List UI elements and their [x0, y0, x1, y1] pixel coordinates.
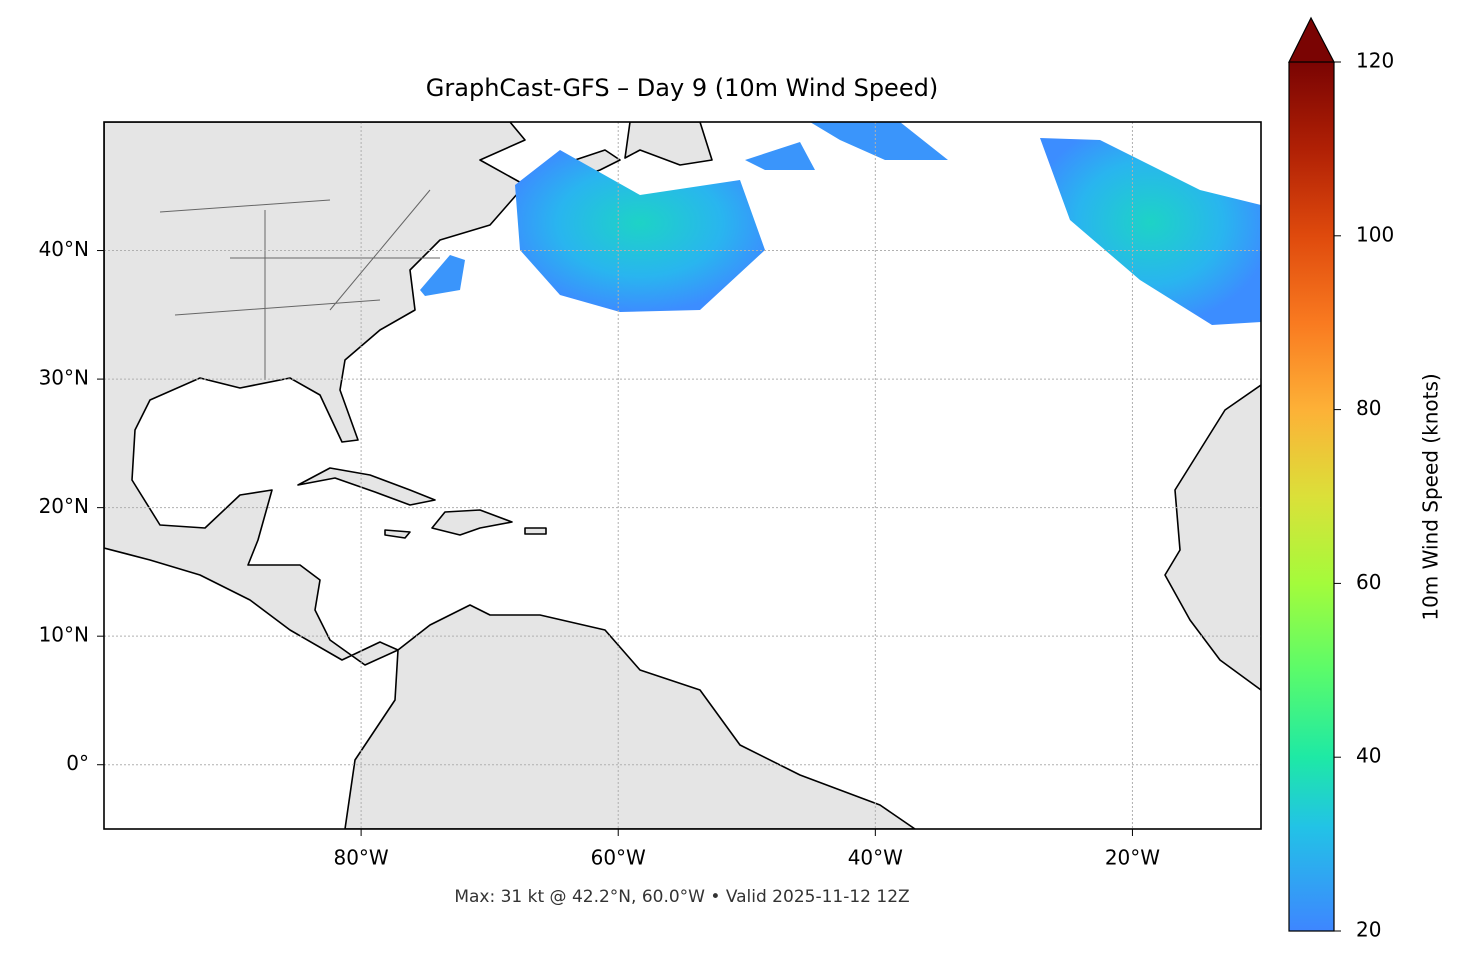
colorbar-tick-label: 100 [1356, 222, 1394, 246]
hispaniola [431, 509, 513, 536]
wind-region [515, 150, 765, 312]
colorbar-tick-label: 80 [1356, 396, 1381, 420]
colorbar-tick-label: 20 [1356, 918, 1381, 942]
y-tick-label: 0° [66, 751, 89, 775]
wind-region [1040, 138, 1261, 325]
colorbar-tick-label: 120 [1356, 49, 1394, 73]
africa [1164, 384, 1261, 691]
puerto-rico [524, 527, 547, 535]
colorbar-extension [1288, 16, 1335, 63]
map-title: GraphCast-GFS – Day 9 (10m Wind Speed) [426, 74, 938, 102]
x-tick-label: 40°W [848, 846, 903, 870]
state-borders [159, 189, 440, 380]
jamaica [384, 529, 411, 539]
footnote: Max: 31 kt @ 42.2°N, 60.0°W • Valid 2025… [454, 887, 909, 907]
map-area [104, 122, 1261, 829]
wind-region [420, 122, 948, 296]
y-tick-label: 40°N [39, 237, 89, 261]
x-tick-label: 80°W [333, 846, 388, 870]
colorbar-tick-label: 40 [1356, 744, 1381, 768]
colorbar-tick-label: 60 [1356, 570, 1381, 594]
x-tick-label: 60°W [591, 846, 646, 870]
south-america [344, 604, 916, 829]
cuba [297, 467, 436, 506]
north-america [104, 122, 526, 666]
y-tick-label: 10°N [39, 623, 89, 647]
colorbar [1289, 62, 1334, 931]
y-tick-label: 30°N [39, 366, 89, 390]
colorbar-frame [1288, 62, 1335, 932]
x-tick-label: 20°W [1105, 846, 1160, 870]
y-tick-label: 20°N [39, 494, 89, 518]
colorbar-label: 10m Wind Speed (knots) [1419, 373, 1443, 620]
map-frame [103, 121, 1262, 830]
